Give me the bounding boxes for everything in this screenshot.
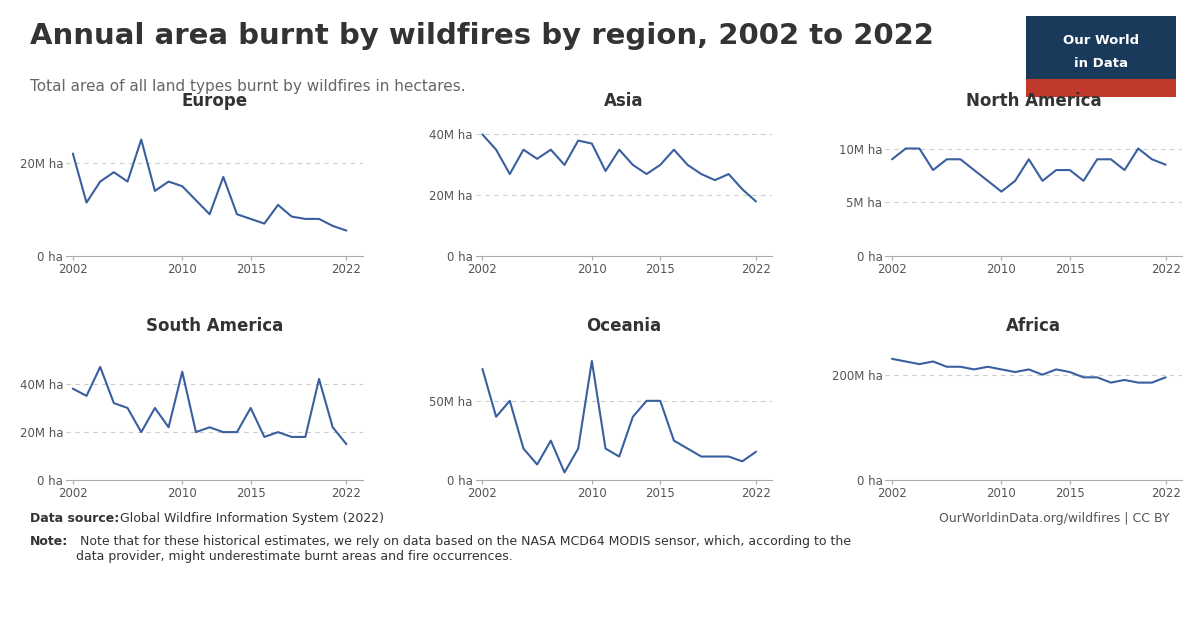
Text: in Data: in Data [1074, 57, 1128, 70]
Text: Total area of all land types burnt by wildfires in hectares.: Total area of all land types burnt by wi… [30, 78, 466, 94]
FancyBboxPatch shape [1026, 79, 1176, 97]
FancyBboxPatch shape [1026, 16, 1176, 97]
Title: Africa: Africa [1006, 317, 1061, 335]
Title: Asia: Asia [605, 92, 643, 111]
Text: OurWorldinData.org/wildfires | CC BY: OurWorldinData.org/wildfires | CC BY [940, 512, 1170, 525]
Title: Oceania: Oceania [587, 317, 661, 335]
Text: Annual area burnt by wildfires by region, 2002 to 2022: Annual area burnt by wildfires by region… [30, 22, 934, 50]
Text: Note that for these historical estimates, we rely on data based on the NASA MCD6: Note that for these historical estimates… [76, 535, 851, 563]
Text: Our World: Our World [1063, 34, 1139, 46]
Text: Global Wildfire Information System (2022): Global Wildfire Information System (2022… [116, 512, 384, 525]
Title: North America: North America [966, 92, 1102, 111]
Title: Europe: Europe [181, 92, 247, 111]
Title: South America: South America [145, 317, 283, 335]
Text: Data source:: Data source: [30, 512, 119, 525]
Text: Note:: Note: [30, 535, 68, 548]
